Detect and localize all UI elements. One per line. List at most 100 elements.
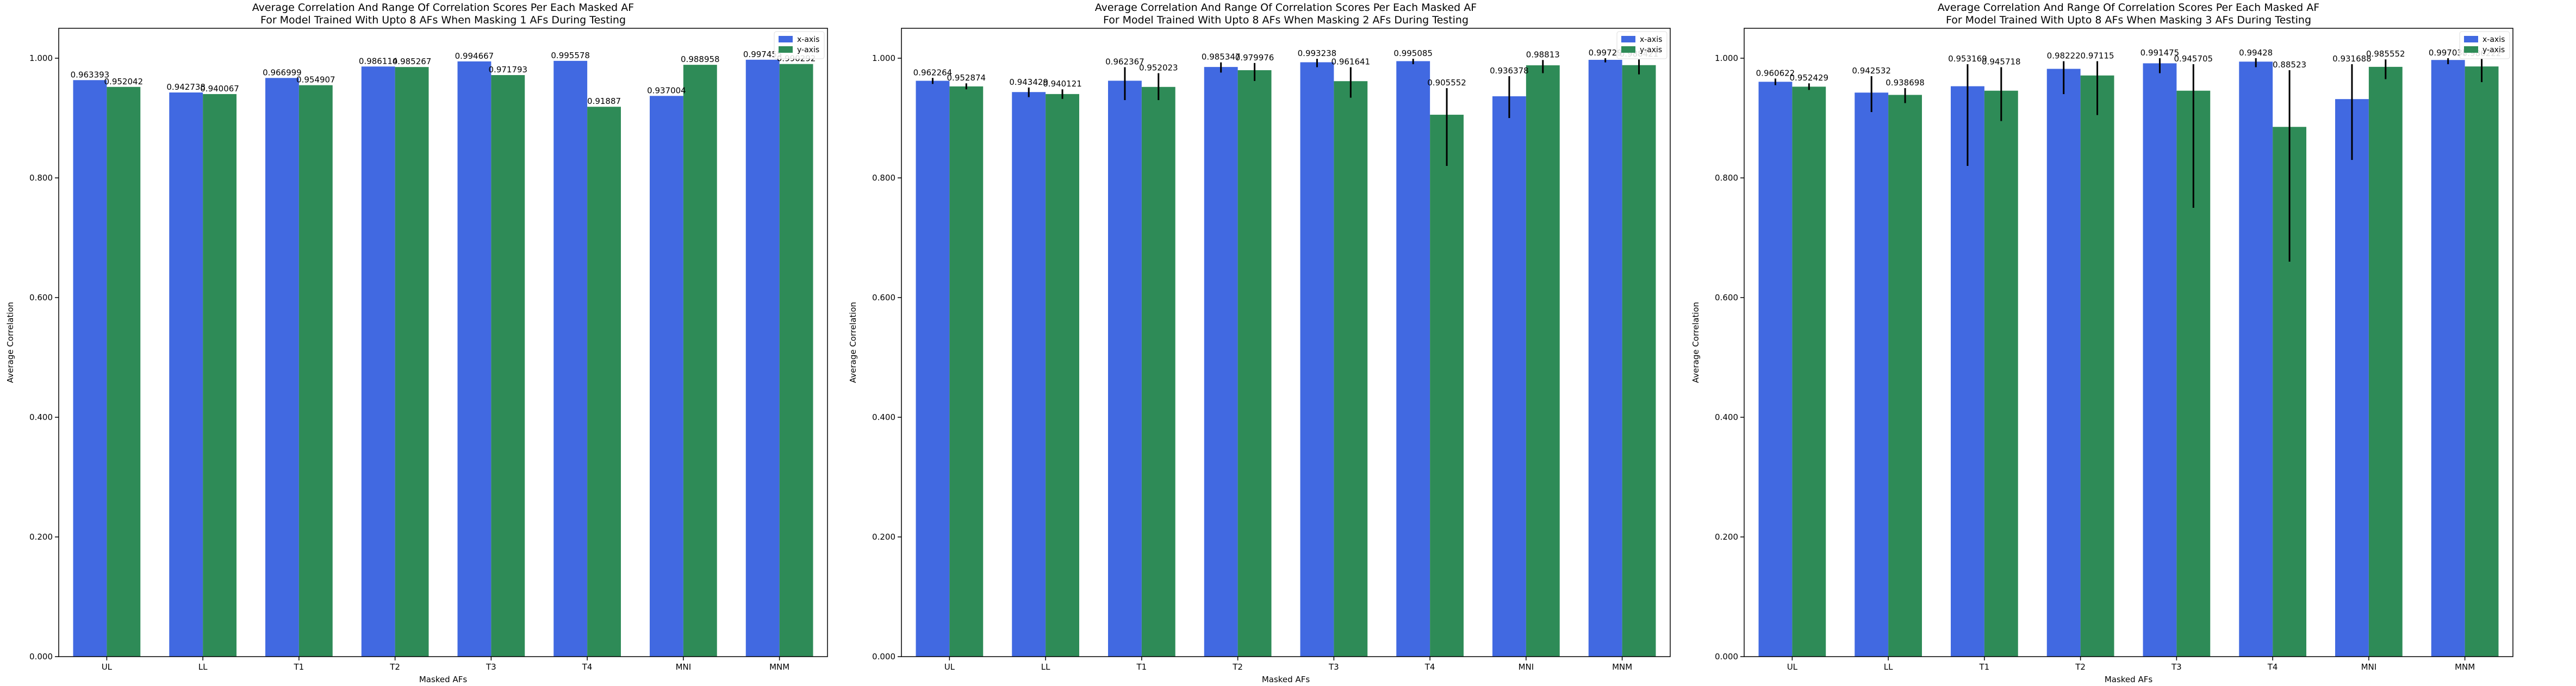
- legend-swatch-x-axis: [1621, 36, 1635, 42]
- value-label-y-axis-T1: 0.952023: [1139, 63, 1178, 73]
- value-label-y-axis-LL: 0.940067: [200, 84, 239, 94]
- x-axis-label: Masked AFs: [1262, 675, 1310, 684]
- bar-x-axis-T2: [2046, 69, 2081, 657]
- legend-swatch-x-axis: [779, 36, 793, 42]
- y-tick-label: 0.600: [872, 293, 895, 302]
- value-label-y-axis-UL: 0.952874: [947, 73, 986, 83]
- bar-y-axis-UL: [1792, 86, 1826, 657]
- legend-label-x-axis: x-axis: [2482, 35, 2505, 44]
- bar-y-axis-LL: [1888, 95, 1922, 657]
- x-tick-label: MNI: [2361, 662, 2377, 672]
- y-tick-label: 1.000: [29, 53, 53, 63]
- value-label-y-axis-UL: 0.952042: [104, 77, 144, 86]
- value-label-x-axis-T4: 0.995085: [1393, 48, 1433, 58]
- value-label-x-axis-T2: 0.98222: [2047, 51, 2081, 61]
- bar-y-axis-MNI: [2368, 66, 2403, 657]
- bar-y-axis-MNM: [2465, 66, 2499, 657]
- x-tick-label: UL: [944, 662, 955, 672]
- bar-y-axis-T4: [587, 107, 621, 657]
- legend-swatch-x-axis: [2464, 36, 2478, 42]
- value-label-y-axis-T1: 0.954907: [296, 75, 335, 85]
- bar-x-axis-T1: [1951, 86, 1984, 657]
- x-tick-label: T4: [1424, 662, 1435, 672]
- bar-y-axis-MNM: [1622, 65, 1656, 657]
- chart-title: Average Correlation And Range Of Correla…: [1095, 2, 1477, 14]
- bar-x-axis-MNM: [2431, 60, 2465, 657]
- y-tick-label: 0.600: [1715, 293, 1738, 302]
- x-tick-label: T1: [1979, 662, 1990, 672]
- legend-swatch-y-axis: [1621, 46, 1635, 53]
- x-tick-label: T2: [2075, 662, 2086, 672]
- value-label-x-axis-T4: 0.99428: [2239, 48, 2273, 58]
- x-tick-label: T4: [2267, 662, 2278, 672]
- value-label-x-axis-LL: 0.942738: [166, 82, 206, 92]
- value-label-x-axis-T1: 0.953169: [1948, 54, 1987, 64]
- bar-x-axis-LL: [169, 92, 203, 657]
- bar-x-axis-T1: [1108, 81, 1142, 657]
- chart-subtitle: For Model Trained With Upto 8 AFs When M…: [1946, 14, 2311, 26]
- y-tick-label: 0.400: [872, 412, 895, 422]
- chart-panel-masking-1: Average Correlation And Range Of Correla…: [0, 0, 841, 686]
- chart-subtitle: For Model Trained With Upto 8 AFs When M…: [1103, 14, 1469, 26]
- legend-label-x-axis: x-axis: [1640, 35, 1662, 44]
- value-label-x-axis-LL: 0.942532: [1852, 66, 1891, 76]
- value-label-y-axis-T2: 0.985267: [393, 57, 432, 66]
- value-label-x-axis-T2: 0.985347: [1202, 52, 1241, 62]
- chart-subtitle: For Model Trained With Upto 8 AFs When M…: [260, 14, 626, 26]
- x-axis-label: Masked AFs: [2105, 675, 2153, 684]
- y-tick-label: 0.400: [1715, 412, 1738, 422]
- value-label-x-axis-T1: 0.962367: [1105, 57, 1144, 67]
- bar-y-axis-MNM: [779, 64, 813, 657]
- value-label-x-axis-UL: 0.962264: [913, 67, 953, 77]
- x-tick-label: T2: [389, 662, 400, 672]
- value-label-x-axis-UL: 0.960622: [1756, 68, 1795, 78]
- y-tick-label: 0.000: [872, 652, 895, 662]
- bar-x-axis-MNM: [745, 59, 780, 657]
- y-axis-label: Average Correlation: [1691, 302, 1701, 383]
- bar-x-axis-T4: [1396, 61, 1430, 657]
- bar-y-axis-MNI: [1526, 65, 1560, 657]
- value-label-x-axis-MNM: 0.997455: [743, 50, 782, 59]
- x-tick-label: T3: [2171, 662, 2182, 672]
- bar-x-axis-T4: [2239, 61, 2273, 657]
- bar-x-axis-T3: [457, 61, 491, 657]
- bar-x-axis-T3: [2143, 63, 2177, 657]
- x-tick-label: MNM: [1612, 662, 1632, 672]
- value-label-y-axis-T2: 0.979976: [1235, 53, 1274, 63]
- bar-x-axis-MNI: [650, 96, 683, 657]
- bar-x-axis-UL: [73, 80, 107, 657]
- value-label-x-axis-T3: 0.993238: [1298, 48, 1337, 58]
- value-label-y-axis-T4: 0.91887: [587, 96, 621, 106]
- x-tick-label: T2: [1232, 662, 1243, 672]
- bar-x-axis-LL: [1855, 92, 1889, 657]
- legend-swatch-y-axis: [779, 46, 793, 53]
- bar-x-axis-T1: [265, 78, 299, 657]
- value-label-x-axis-MNM: 0.997037: [2429, 48, 2468, 58]
- y-tick-label: 0.800: [29, 173, 53, 183]
- value-label-y-axis-T3: 0.945705: [2174, 54, 2213, 64]
- bar-y-axis-T1: [298, 85, 333, 657]
- bar-y-axis-UL: [949, 86, 984, 657]
- bar-y-axis-T4: [1430, 114, 1464, 657]
- x-tick-label: MNI: [1519, 662, 1534, 672]
- value-label-y-axis-T4: 0.905552: [1427, 78, 1466, 88]
- x-tick-label: T3: [486, 662, 496, 672]
- x-tick-label: LL: [1884, 662, 1893, 672]
- bar-x-axis-T4: [553, 60, 588, 657]
- x-tick-label: MNM: [769, 662, 789, 672]
- chart-svg: Average Correlation And Range Of Correla…: [848, 2, 1671, 684]
- x-tick-label: T1: [1136, 662, 1147, 672]
- value-label-x-axis-MNI: 0.931688: [2332, 54, 2372, 64]
- bar-y-axis-UL: [107, 86, 141, 657]
- legend-label-y-axis: y-axis: [2482, 46, 2505, 54]
- plot-frame: [1744, 28, 2513, 657]
- legend-label-y-axis: y-axis: [1640, 46, 1662, 54]
- value-label-y-axis-MNI: 0.988958: [681, 54, 720, 64]
- bar-x-axis-UL: [916, 81, 950, 657]
- bar-y-axis-T1: [1984, 90, 2018, 657]
- bar-x-axis-LL: [1012, 92, 1046, 657]
- bar-x-axis-MNM: [1588, 59, 1622, 657]
- value-label-y-axis-UL: 0.952429: [1790, 73, 1829, 83]
- value-label-y-axis-T4: 0.88523: [2273, 60, 2306, 70]
- y-axis-label: Average Correlation: [848, 302, 858, 383]
